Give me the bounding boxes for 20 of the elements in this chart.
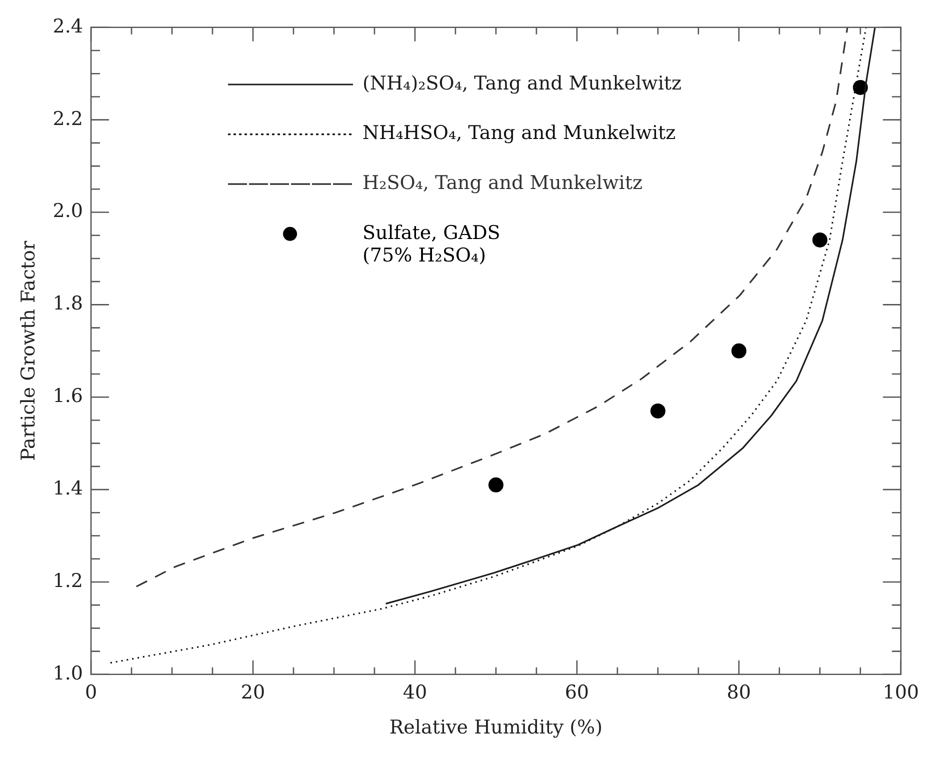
x-tick-label: 80 — [726, 682, 751, 704]
text: (NH₄)₂SO₄, Tang and Munkelwitz — [362, 72, 682, 94]
x-tick-label: 0 — [84, 682, 98, 704]
x-tick-label: 60 — [564, 682, 590, 704]
x-axis-title: Relative Humidity (%) — [389, 716, 603, 739]
text: Sulfate, GADS (75% H₂SO₄) — [362, 222, 500, 267]
y-tick-label: 2.0 — [52, 200, 84, 222]
text: NH₄HSO₄, Tang and Munkelwitz — [362, 122, 676, 144]
y-axis-title: Particle Growth Factor — [17, 240, 40, 461]
y-tick-label: 2.4 — [52, 15, 84, 38]
y-tick-label: 1.2 — [52, 570, 84, 592]
y-tick-label: 1.0 — [52, 662, 84, 684]
y-tick-label: 1.8 — [52, 292, 84, 315]
text: H₂SO₄, Tang and Munkelwitz — [362, 172, 642, 194]
y-tick-label: 2.2 — [52, 108, 84, 130]
y-tick-label: 1.4 — [52, 477, 84, 500]
y-tick-label: 1.6 — [52, 385, 84, 408]
x-tick-label: 40 — [402, 682, 428, 704]
x-tick-label: 20 — [240, 682, 266, 704]
x-tick-label: 100 — [882, 682, 919, 704]
